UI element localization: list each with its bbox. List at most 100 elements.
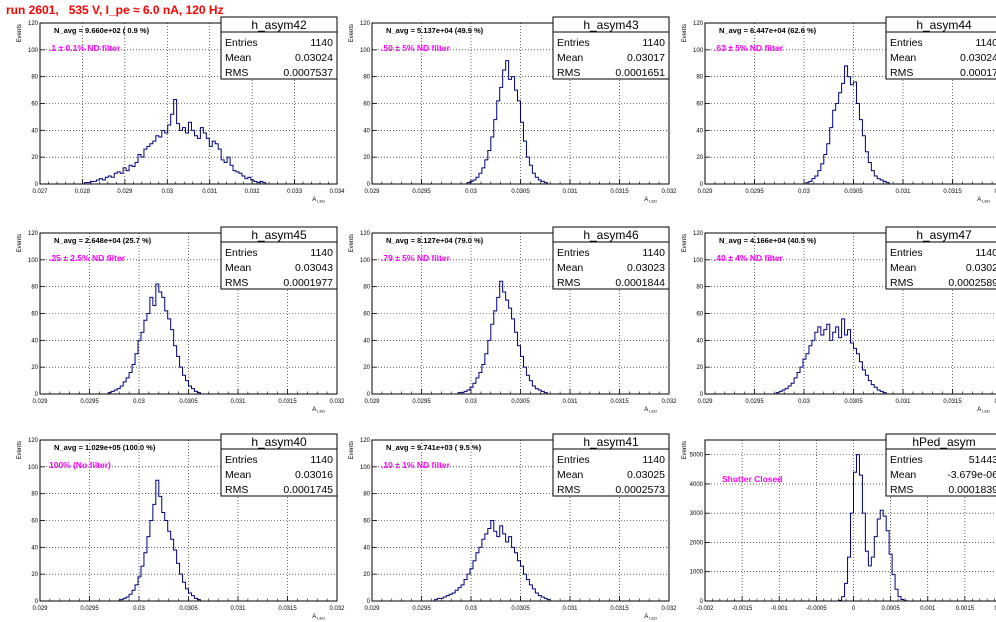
stat-label: RMS bbox=[557, 277, 580, 289]
navg-text: N_avg = 2.648e+04 (25.7 %) bbox=[54, 236, 152, 245]
x-tick-label: 0.03 bbox=[465, 189, 477, 195]
x-tick-label: 0.03 bbox=[798, 189, 810, 195]
x-tick-label: 0.0305 bbox=[179, 399, 198, 405]
filter-note: .63 ± 5% ND filter bbox=[714, 43, 784, 53]
histogram-panel: 0.029 0.0295 0.03 0.0305 0.031 0.0315 0.032 0 20… bbox=[17, 433, 345, 621]
x-tick-label: 0.033 bbox=[287, 189, 303, 195]
x-tick-label: 0.029 bbox=[364, 606, 380, 612]
y-axis-label: Events bbox=[682, 24, 688, 42]
y-tick-label: 40 bbox=[363, 545, 370, 551]
filter-note: .1 ± 0.1% ND filter bbox=[49, 43, 121, 53]
x-axis-label: ALED bbox=[644, 614, 657, 621]
navg-text: N_avg = 9.660e+02 ( 0.9 %) bbox=[54, 26, 150, 35]
stat-label: Entries bbox=[557, 454, 590, 466]
stat-value: 0.03017 bbox=[627, 52, 665, 64]
stat-label: RMS bbox=[557, 484, 580, 496]
y-axis-label: Events bbox=[349, 441, 355, 459]
histogram-line bbox=[372, 520, 669, 602]
x-tick-label: 0.0305 bbox=[844, 399, 863, 405]
x-tick-label: 0.031 bbox=[895, 399, 911, 405]
y-tick-label: 80 bbox=[363, 492, 370, 498]
x-tick-label: 0.032 bbox=[994, 189, 996, 195]
y-axis-label: Events bbox=[349, 234, 355, 252]
y-tick-label: 80 bbox=[696, 285, 703, 291]
stat-value: 1140 bbox=[310, 37, 333, 49]
stat-value: 0.0001745 bbox=[283, 484, 333, 496]
histogram-title: h_asym41 bbox=[583, 435, 639, 449]
y-tick-label: 60 bbox=[363, 102, 370, 108]
stat-value: 1140 bbox=[642, 247, 665, 259]
y-tick-label: 120 bbox=[28, 21, 39, 27]
histogram-panel: 0.029 0.0295 0.03 0.0305 0.031 0.0315 0.032 0 20… bbox=[682, 16, 996, 204]
y-axis-label: Events bbox=[17, 441, 23, 459]
y-tick-label: 80 bbox=[31, 285, 38, 291]
x-tick-label: 0.0295 bbox=[412, 606, 431, 612]
stat-label: Mean bbox=[890, 262, 916, 274]
x-tick-label: 0.03 bbox=[133, 606, 145, 612]
x-tick-label: 0.032 bbox=[329, 606, 345, 612]
y-tick-label: 40 bbox=[31, 545, 38, 551]
x-tick-label: 0.031 bbox=[562, 189, 578, 195]
y-tick-label: 40 bbox=[696, 338, 703, 344]
histogram-line bbox=[40, 98, 337, 185]
x-tick-label: 0.029 bbox=[32, 399, 48, 405]
x-tick-label: 0.032 bbox=[661, 399, 677, 405]
x-tick-label: 0.0305 bbox=[511, 189, 530, 195]
x-tick-label: 0.031 bbox=[230, 399, 246, 405]
stat-label: RMS bbox=[557, 67, 580, 79]
stat-label: Mean bbox=[225, 469, 251, 481]
x-tick-label: 0.0315 bbox=[610, 606, 629, 612]
x-tick-label: 0.0315 bbox=[610, 189, 629, 195]
run-title: run 2601, 535 V, I_pe ≈ 6.0 nA, 120 Hz bbox=[6, 3, 224, 17]
y-tick-label: 80 bbox=[363, 285, 370, 291]
y-tick-label: 20 bbox=[31, 155, 38, 161]
y-tick-label: 3000 bbox=[690, 511, 704, 517]
y-tick-label: 80 bbox=[363, 75, 370, 81]
stat-label: Mean bbox=[557, 262, 583, 274]
navg-text: N_avg = 9.741e+03 ( 9.5 %) bbox=[386, 443, 482, 452]
navg-text: N_avg = 4.166e+04 (40.5 %) bbox=[719, 236, 817, 245]
filter-note: .50 ± 5% ND filter bbox=[381, 43, 451, 53]
stats-box bbox=[885, 226, 996, 290]
x-tick-label: 0.032 bbox=[661, 606, 677, 612]
x-tick-label: 0.0315 bbox=[943, 399, 962, 405]
x-tick-label: 0.03 bbox=[798, 399, 810, 405]
y-tick-label: 20 bbox=[696, 365, 703, 371]
x-tick-label: 0.029 bbox=[697, 399, 713, 405]
y-tick-label: 4000 bbox=[690, 482, 704, 488]
y-tick-label: 60 bbox=[363, 519, 370, 525]
navg-text: N_avg = 8.127e+04 (79.0 %) bbox=[386, 236, 484, 245]
y-tick-label: 20 bbox=[363, 365, 370, 371]
stat-label: RMS bbox=[890, 67, 913, 79]
x-tick-label: -0.0005 bbox=[806, 606, 827, 612]
x-axis-label: ALED bbox=[312, 197, 325, 204]
stat-label: Entries bbox=[557, 37, 590, 49]
x-tick-label: 0.001 bbox=[920, 606, 936, 612]
filter-note: .79 ± 5% ND filter bbox=[381, 253, 451, 263]
histogram-line bbox=[40, 479, 337, 602]
y-tick-label: 0 bbox=[700, 182, 704, 188]
y-tick-label: 2000 bbox=[690, 540, 704, 546]
y-axis-label: Events bbox=[17, 234, 23, 252]
x-tick-label: 0.0305 bbox=[179, 606, 198, 612]
stats-box bbox=[885, 16, 996, 80]
filter-note: Shutter Closed bbox=[722, 474, 782, 484]
y-tick-label: 20 bbox=[363, 155, 370, 161]
y-tick-label: 60 bbox=[31, 102, 38, 108]
stat-label: RMS bbox=[225, 484, 248, 496]
x-tick-label: 0.032 bbox=[994, 399, 996, 405]
x-tick-label: 0.032 bbox=[661, 189, 677, 195]
x-axis-label: ALED bbox=[644, 197, 657, 204]
y-tick-label: 80 bbox=[31, 75, 38, 81]
x-tick-label: 0.0005 bbox=[881, 606, 900, 612]
x-axis-label: ALED bbox=[644, 407, 657, 414]
y-tick-label: 20 bbox=[363, 572, 370, 578]
x-tick-label: 0.0295 bbox=[80, 606, 99, 612]
x-tick-label: 0.0295 bbox=[412, 399, 431, 405]
y-tick-label: 120 bbox=[360, 438, 371, 444]
stat-value: 1140 bbox=[310, 247, 333, 259]
y-tick-label: 1000 bbox=[690, 570, 704, 576]
stat-label: Mean bbox=[890, 469, 916, 481]
y-tick-label: 120 bbox=[28, 438, 39, 444]
